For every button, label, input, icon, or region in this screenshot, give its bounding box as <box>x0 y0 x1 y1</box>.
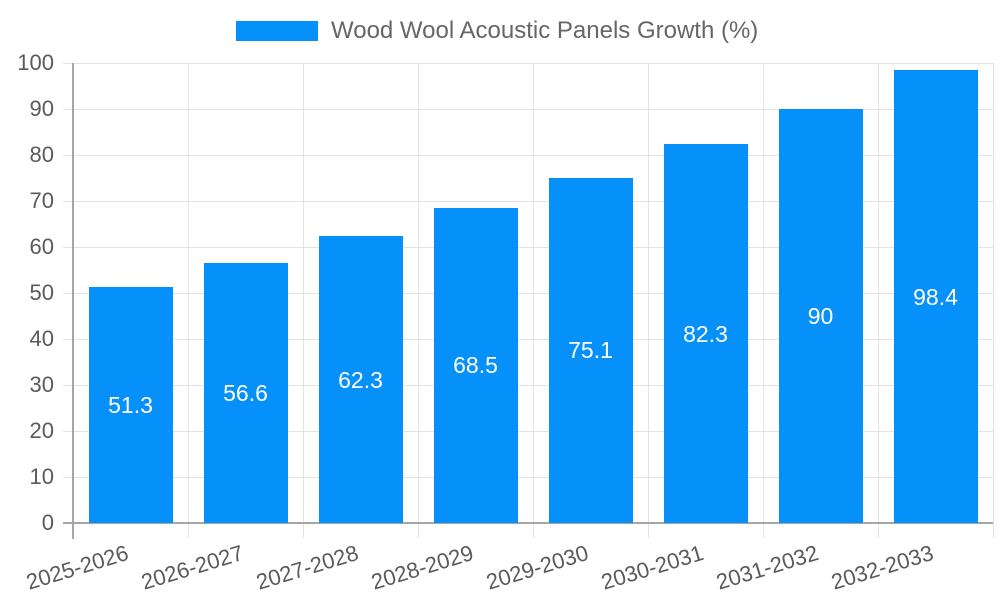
x-gridline <box>417 63 419 538</box>
y-axis-tick-label: 70 <box>29 188 54 213</box>
x-gridline <box>647 63 649 538</box>
x-axis-tick-label: 2030-2031 <box>598 540 707 595</box>
bar <box>548 177 633 523</box>
bar <box>663 144 748 523</box>
y-gridline <box>63 154 993 156</box>
y-axis-tick-label: 60 <box>29 234 54 259</box>
y-axis-tick-label: 80 <box>29 142 54 167</box>
y-axis-tick-label: 50 <box>29 280 54 305</box>
y-gridline <box>63 200 993 202</box>
bar <box>433 207 518 523</box>
bar <box>203 262 288 523</box>
bar <box>893 70 978 523</box>
x-gridline <box>532 63 534 538</box>
bar-value-label: 98.4 <box>913 283 958 310</box>
x-axis-tick-label: 2025-2026 <box>23 540 132 595</box>
y-gridline <box>63 384 993 386</box>
x-axis-tick-label: 2032-2033 <box>828 540 937 595</box>
legend-swatch <box>236 21 318 41</box>
bar-value-label: 82.3 <box>683 320 728 347</box>
y-axis-line <box>72 63 74 539</box>
y-axis-tick-label: 0 <box>41 510 54 535</box>
bar-value-label: 51.3 <box>108 392 153 418</box>
x-gridline <box>302 63 304 538</box>
bar <box>88 287 173 523</box>
legend-label: Wood Wool Acoustic Panels Growth (%) <box>331 17 759 44</box>
x-gridline <box>762 63 764 538</box>
x-gridline <box>187 63 189 538</box>
y-axis-tick-label: 30 <box>29 372 54 397</box>
bar <box>778 109 863 523</box>
bar <box>318 236 403 523</box>
bar-value-label: 90 <box>807 303 834 329</box>
y-gridline <box>63 246 993 248</box>
y-gridline <box>63 338 993 340</box>
x-axis-tick-label: 2031-2032 <box>713 540 822 595</box>
y-axis-tick-label: 10 <box>29 464 54 489</box>
x-axis-tick-label: 2028-2029 <box>368 540 477 595</box>
y-axis-tick-label: 40 <box>29 326 54 351</box>
y-axis-tick-label: 90 <box>29 96 54 121</box>
y-gridline <box>63 292 993 294</box>
y-gridline <box>63 430 993 432</box>
x-gridline <box>877 63 879 538</box>
x-axis-tick-label: 2029-2030 <box>483 540 592 595</box>
x-axis-tick-label: 2026-2027 <box>138 540 247 595</box>
y-axis-tick-label: 100 <box>17 50 54 75</box>
y-gridline <box>63 108 993 110</box>
bar-value-label: 75.1 <box>568 337 613 364</box>
x-axis-tick-label: 2027-2028 <box>253 540 362 595</box>
bar-value-label: 68.5 <box>453 352 498 379</box>
y-gridline <box>63 62 993 64</box>
bar-value-label: 62.3 <box>338 366 383 393</box>
y-gridline <box>63 476 993 478</box>
x-axis-line <box>63 522 993 524</box>
bar-value-label: 56.6 <box>223 379 268 406</box>
chart-legend[interactable]: Wood Wool Acoustic Panels Growth (%) <box>236 17 758 45</box>
y-axis-tick-label: 20 <box>29 418 54 443</box>
x-gridline <box>992 63 994 538</box>
